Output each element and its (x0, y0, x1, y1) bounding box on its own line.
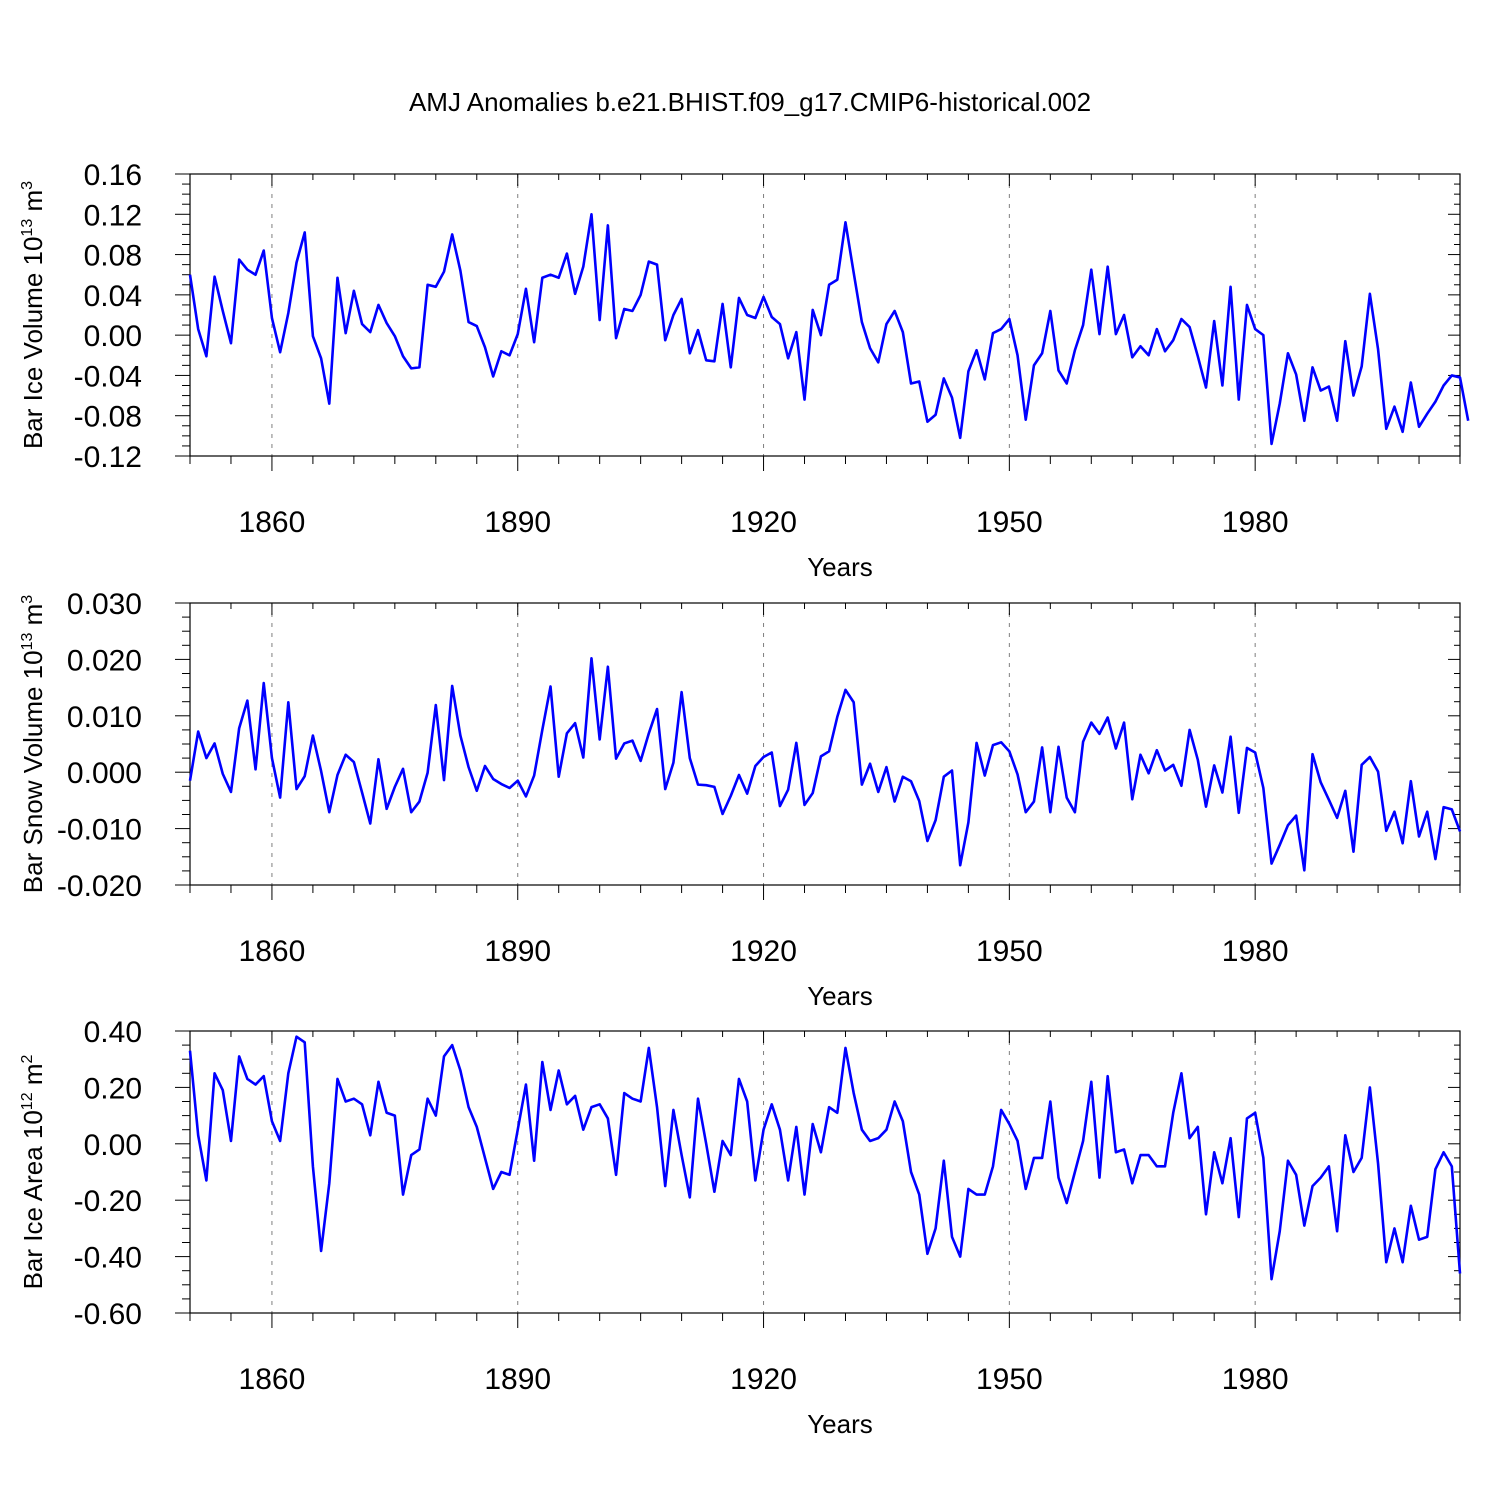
y-axis-label: Bar Ice Area 1012 m2 (18, 1054, 48, 1289)
y-tick-label: -0.60 (74, 1298, 142, 1331)
y-tick-label: 0.00 (84, 320, 142, 353)
y-tick-label: -0.12 (74, 441, 142, 474)
series-line (188, 1035, 1462, 1281)
x-axis-label: Years (807, 552, 873, 582)
y-tick-label: -0.40 (74, 1242, 142, 1275)
x-tick-label: 1980 (1222, 1363, 1289, 1396)
y-axis-label: Bar Ice Volume 1013 m3 (18, 181, 48, 449)
y-tick-label: -0.010 (57, 814, 142, 847)
y-tick-label: -0.04 (74, 360, 142, 393)
x-tick-label: 1860 (239, 506, 306, 539)
y-tick-label: -0.020 (57, 870, 142, 903)
y-tick-label: 0.08 (84, 240, 142, 273)
x-tick-label: 1980 (1222, 506, 1289, 539)
x-tick-label: 1890 (484, 506, 551, 539)
x-tick-label: 1950 (976, 935, 1043, 968)
x-tick-label: 1890 (484, 935, 551, 968)
series-line (188, 656, 1462, 872)
panel-3: 1860 1890 1920 1950 1980 Years -0.60 -0.40 -0.20… (18, 1016, 1462, 1439)
chart-title: AMJ Anomalies b.e21.BHIST.f09_g17.CMIP6-… (409, 87, 1091, 117)
panel-1: 1860 1890 1920 1950 1980 Years -0.12 -0.08 -0.04… (18, 159, 1470, 582)
series-line (188, 212, 1470, 446)
x-tick-label: 1920 (730, 506, 797, 539)
y-tick-label: 0.010 (67, 701, 142, 734)
y-tick-label: -0.20 (74, 1185, 142, 1218)
x-axis-label: Years (807, 981, 873, 1011)
y-axis-label: Bar Snow Volume 1013 m3 (18, 595, 48, 894)
x-tick-label: 1890 (484, 1363, 551, 1396)
x-tick-label: 1950 (976, 1363, 1043, 1396)
y-tick-label: 0.12 (84, 199, 142, 232)
y-tick-label: 0.40 (84, 1016, 142, 1049)
panel-2: 1860 1890 1920 1950 1980 Years -0.020 -0.010 0.0… (18, 588, 1462, 1011)
y-tick-label: 0.16 (84, 159, 142, 192)
y-tick-label: 0.020 (67, 644, 142, 677)
x-tick-label: 1860 (239, 1363, 306, 1396)
plot-frame (189, 1030, 1461, 1314)
x-tick-label: 1920 (730, 935, 797, 968)
x-tick-label: 1950 (976, 506, 1043, 539)
x-tick-label: 1860 (239, 935, 306, 968)
y-tick-label: 0.00 (84, 1129, 142, 1162)
y-tick-label: 0.04 (84, 280, 142, 313)
y-tick-label: 0.030 (67, 588, 142, 621)
x-axis-label: Years (807, 1409, 873, 1439)
y-tick-label: 0.20 (84, 1072, 142, 1105)
x-tick-label: 1920 (730, 1363, 797, 1396)
y-tick-label: -0.08 (74, 401, 142, 434)
y-tick-label: 0.000 (67, 757, 142, 790)
x-tick-label: 1980 (1222, 935, 1289, 968)
